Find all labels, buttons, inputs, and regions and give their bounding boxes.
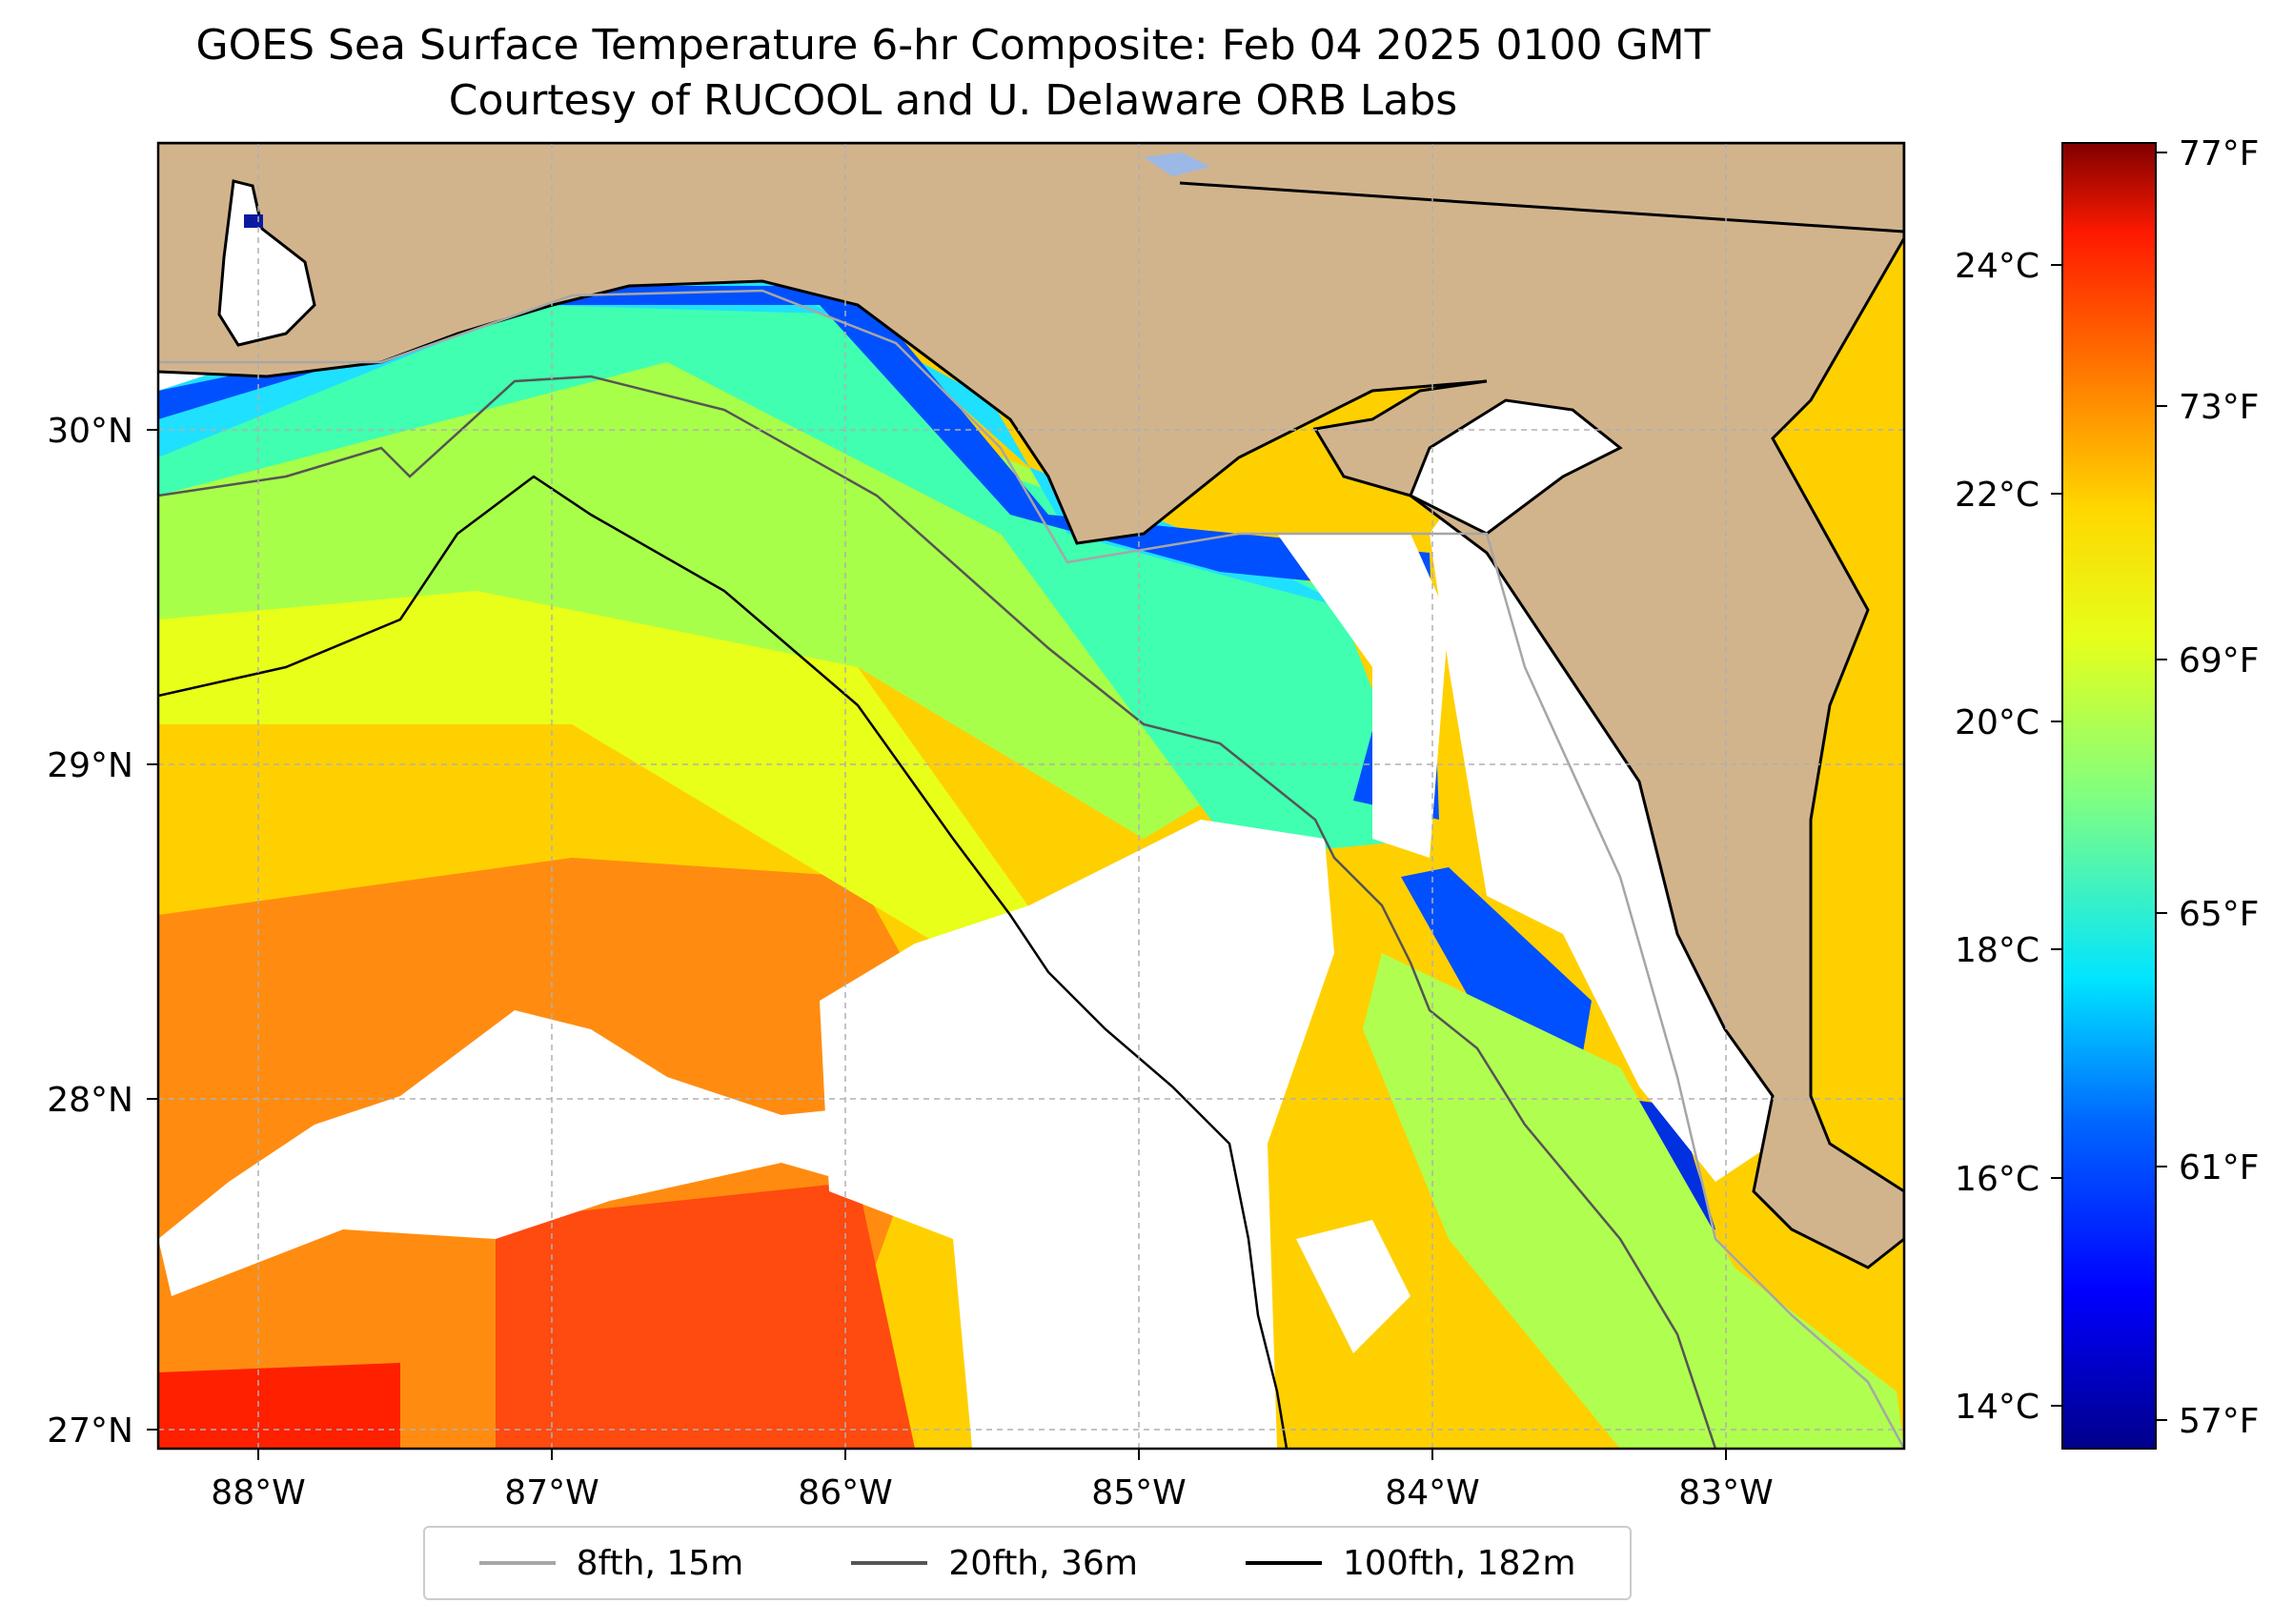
colorbar-celsius-label: 14°C xyxy=(1955,1388,2039,1427)
colorbar-fahrenheit-label: 57°F xyxy=(2179,1402,2260,1441)
colorbar-fahrenheit-label: 69°F xyxy=(2179,641,2260,680)
sst-hot-region xyxy=(496,1182,915,1449)
colorbar-celsius-ticks xyxy=(2051,264,2062,1407)
legend-item-20fth: 20fth, 36m xyxy=(851,1544,1138,1583)
lon-tick-label: 83°W xyxy=(1678,1473,1773,1512)
lat-tick-label: 27°N xyxy=(47,1411,133,1451)
map-frame xyxy=(156,141,1906,1451)
lon-tick-label: 86°W xyxy=(798,1473,892,1512)
legend-item-100fth: 100fth, 182m xyxy=(1246,1544,1575,1583)
lon-tick-label: 84°W xyxy=(1385,1473,1479,1512)
legend-label: 20fth, 36m xyxy=(948,1543,1138,1583)
colorbar-celsius-label: 24°C xyxy=(1955,247,2039,286)
sst-cold-bigbend xyxy=(1401,867,1592,1058)
chart-subtitle: Courtesy of RUCOOL and U. Delaware ORB L… xyxy=(448,76,1458,125)
colorbar-celsius-label: 18°C xyxy=(1955,931,2039,970)
legend-label: 100fth, 182m xyxy=(1343,1543,1576,1583)
lon-tick-label: 85°W xyxy=(1091,1473,1186,1512)
legend-swatch-20fth xyxy=(851,1561,928,1565)
apalachee-bay-no-data xyxy=(1409,398,1623,536)
mobile-bay-sst-pixel xyxy=(244,214,263,228)
colorbar-fahrenheit-label: 73°F xyxy=(2179,388,2260,427)
no-data-region-central xyxy=(820,820,1334,1449)
colorbar-fahrenheit-label: 61°F xyxy=(2179,1148,2260,1188)
isobath-100fth xyxy=(158,475,1289,1449)
isobath-20fth xyxy=(158,375,1717,1449)
lat-tick-label: 29°N xyxy=(47,746,133,785)
lon-tick-label: 87°W xyxy=(504,1473,599,1512)
colorbar-fahrenheit-label: 77°F xyxy=(2179,134,2260,173)
colorbar xyxy=(2061,142,2157,1450)
chart-title: GOES Sea Surface Temperature 6-hr Compos… xyxy=(195,21,1711,70)
colorbar-celsius-label: 22°C xyxy=(1955,476,2039,515)
legend-item-8fth: 8fth, 15m xyxy=(478,1543,744,1583)
legend-swatch-100fth xyxy=(1246,1561,1323,1565)
lon-tick-label: 88°W xyxy=(211,1473,305,1512)
sst-cyan-band xyxy=(158,276,1353,610)
no-data-bigbend-offshore xyxy=(1277,534,1449,858)
colorbar-celsius-label: 20°C xyxy=(1955,703,2039,742)
sst-cold-nearshore xyxy=(158,286,1439,820)
coastline xyxy=(158,143,1904,1269)
colorbar-fahrenheit-label: 65°F xyxy=(2179,895,2260,934)
no-data-patch xyxy=(1296,1220,1410,1353)
colorbar-fahrenheit-ticks xyxy=(2156,152,2167,1421)
legend-swatch-8fth xyxy=(478,1561,556,1565)
sst-west-florida-shelf xyxy=(1363,953,1904,1449)
map-gridlines xyxy=(158,143,1904,1449)
inland-lake xyxy=(1144,152,1210,176)
colorbar-celsius-label: 16°C xyxy=(1955,1160,2039,1199)
map-tick-marks xyxy=(147,429,1727,1460)
isobath-8fth xyxy=(158,289,1904,1449)
lat-tick-label: 30°N xyxy=(47,412,133,451)
sst-yellow-green-band xyxy=(158,496,1048,953)
no-data-region-west xyxy=(158,1010,915,1296)
state-border xyxy=(1179,181,1904,233)
sst-hot-corner xyxy=(158,1363,400,1449)
legend-label: 8fth, 15m xyxy=(576,1543,744,1583)
lat-tick-label: 28°N xyxy=(47,1081,133,1120)
isobath-legend: 8fth, 15m 20fth, 36m 100fth, 182m xyxy=(423,1526,1632,1600)
mobile-bay xyxy=(217,179,316,347)
